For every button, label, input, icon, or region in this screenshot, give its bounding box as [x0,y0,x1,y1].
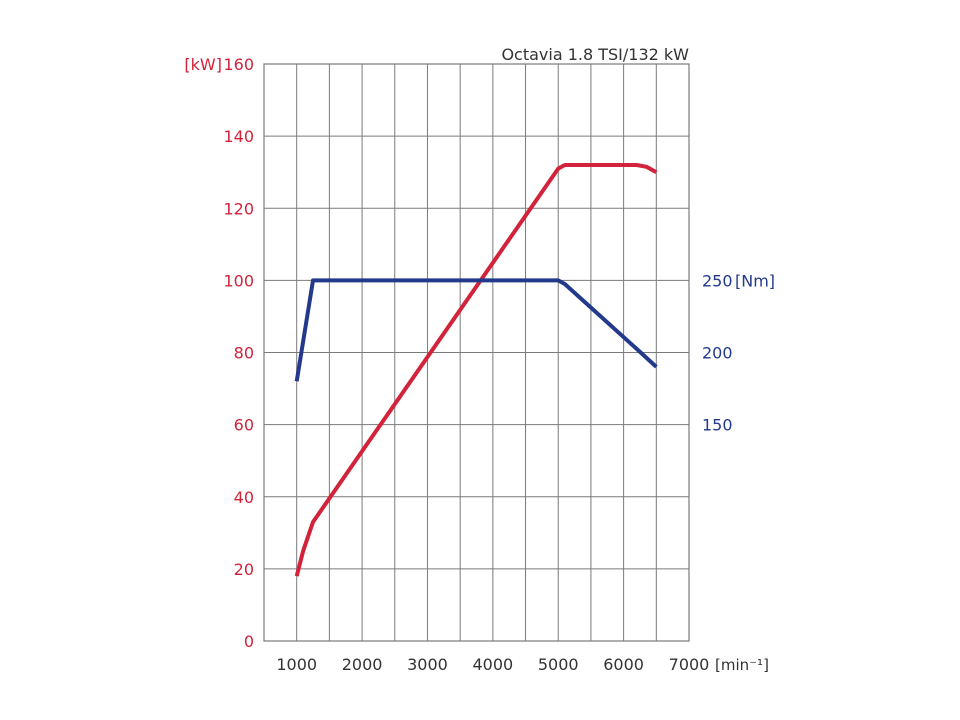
x-tick-label: 4000 [472,655,513,674]
power-curve-line [294,163,658,577]
y2-tick-label: 250 [702,271,733,290]
x-tick-label: 6000 [603,655,644,674]
y-tick-label: 60 [234,416,254,435]
x-axis-ticks: 1000 2000 3000 4000 5000 6000 7000 [276,655,709,674]
x-axis-unit-label: [min⁻¹] [715,656,769,674]
x-tick-label: 3000 [407,655,448,674]
chart-title: Octavia 1.8 TSI/132 kW [501,45,689,64]
y-tick-label: 80 [234,344,254,363]
y2-tick-label: 150 [702,416,733,435]
y-axis-unit-label: [kW] [184,55,222,74]
x-tick-label: 5000 [538,655,579,674]
y2-axis-unit-label: [Nm] [735,271,775,290]
y-tick-label: 40 [234,488,254,507]
y-tick-label: 0 [244,632,254,651]
x-tick-label: 1000 [276,655,317,674]
x-tick-label: 2000 [342,655,383,674]
y-tick-label: 100 [223,271,254,290]
y-tick-label: 140 [223,127,254,146]
y2-tick-label: 200 [702,344,733,363]
series-lines [294,163,658,577]
y-tick-label: 120 [223,199,254,218]
y-axis-ticks: 0 20 40 60 80 100 120 140 160 [223,55,254,651]
grid-lines [263,63,690,642]
y-tick-label: 160 [223,55,254,74]
torque-curve-line [294,278,658,382]
y-tick-label: 20 [234,560,254,579]
x-tick-label: 7000 [669,655,710,674]
y2-axis-ticks: 250 200 150 [Nm] [702,271,775,434]
